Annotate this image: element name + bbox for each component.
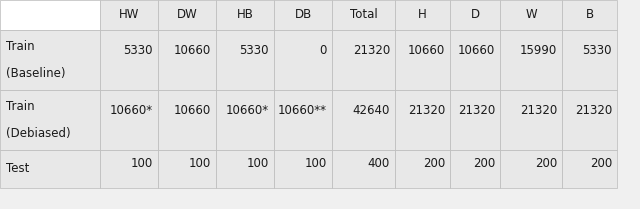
Text: D: D bbox=[470, 9, 479, 22]
Text: HB: HB bbox=[237, 9, 253, 22]
Text: 200: 200 bbox=[535, 157, 557, 170]
Text: HW: HW bbox=[119, 9, 139, 22]
Text: 100: 100 bbox=[247, 157, 269, 170]
Bar bbox=[100, 150, 158, 188]
Bar bbox=[158, 150, 216, 188]
Text: 200: 200 bbox=[589, 157, 612, 170]
Text: 400: 400 bbox=[368, 157, 390, 170]
Bar bbox=[274, 30, 332, 90]
Bar bbox=[500, 30, 562, 90]
Text: (Debiased): (Debiased) bbox=[6, 127, 70, 140]
Bar bbox=[0, 90, 100, 150]
Bar bbox=[450, 0, 500, 30]
Bar bbox=[500, 90, 562, 150]
Text: 10660*: 10660* bbox=[110, 104, 153, 117]
Text: 0: 0 bbox=[319, 45, 327, 57]
Text: Train: Train bbox=[6, 100, 35, 113]
Text: 200: 200 bbox=[423, 157, 445, 170]
Text: 10660: 10660 bbox=[458, 45, 495, 57]
Text: Total: Total bbox=[349, 9, 378, 22]
Text: 100: 100 bbox=[131, 157, 153, 170]
Bar bbox=[562, 90, 617, 150]
Bar bbox=[332, 30, 395, 90]
Text: 10660: 10660 bbox=[173, 104, 211, 117]
Text: 200: 200 bbox=[473, 157, 495, 170]
Bar bbox=[562, 150, 617, 188]
Bar bbox=[100, 30, 158, 90]
Text: 42640: 42640 bbox=[353, 104, 390, 117]
Bar bbox=[395, 0, 450, 30]
Text: 21320: 21320 bbox=[575, 104, 612, 117]
Bar bbox=[562, 0, 617, 30]
Bar bbox=[450, 150, 500, 188]
Bar bbox=[395, 150, 450, 188]
Text: 10660**: 10660** bbox=[278, 104, 327, 117]
Bar bbox=[0, 30, 100, 90]
Text: 5330: 5330 bbox=[582, 45, 612, 57]
Bar bbox=[395, 90, 450, 150]
Text: 21320: 21320 bbox=[458, 104, 495, 117]
Text: H: H bbox=[418, 9, 427, 22]
Text: 100: 100 bbox=[305, 157, 327, 170]
Bar bbox=[274, 150, 332, 188]
Bar bbox=[562, 30, 617, 90]
Text: 5330: 5330 bbox=[239, 45, 269, 57]
Text: 21320: 21320 bbox=[353, 45, 390, 57]
Text: B: B bbox=[586, 9, 593, 22]
Bar bbox=[158, 0, 216, 30]
Bar bbox=[100, 90, 158, 150]
Bar bbox=[450, 30, 500, 90]
Bar bbox=[216, 0, 274, 30]
Bar bbox=[0, 150, 100, 188]
Text: Train: Train bbox=[6, 40, 35, 53]
Bar bbox=[216, 30, 274, 90]
Text: 15990: 15990 bbox=[520, 45, 557, 57]
Bar bbox=[158, 30, 216, 90]
Bar bbox=[450, 90, 500, 150]
Bar bbox=[216, 90, 274, 150]
Text: DB: DB bbox=[294, 9, 312, 22]
Text: 5330: 5330 bbox=[124, 45, 153, 57]
Text: DW: DW bbox=[177, 9, 197, 22]
Text: 10660*: 10660* bbox=[226, 104, 269, 117]
Bar bbox=[100, 0, 158, 30]
Bar bbox=[0, 0, 100, 30]
Bar bbox=[158, 90, 216, 150]
Bar bbox=[332, 90, 395, 150]
Bar bbox=[274, 0, 332, 30]
Text: 21320: 21320 bbox=[520, 104, 557, 117]
Bar bbox=[332, 0, 395, 30]
Text: (Baseline): (Baseline) bbox=[6, 67, 65, 80]
Bar bbox=[500, 0, 562, 30]
Text: W: W bbox=[525, 9, 537, 22]
Bar bbox=[395, 30, 450, 90]
Text: 100: 100 bbox=[189, 157, 211, 170]
Bar bbox=[500, 150, 562, 188]
Text: Test: Test bbox=[6, 163, 29, 176]
Bar bbox=[216, 150, 274, 188]
Text: 10660: 10660 bbox=[173, 45, 211, 57]
Text: 10660: 10660 bbox=[408, 45, 445, 57]
Text: 21320: 21320 bbox=[408, 104, 445, 117]
Bar bbox=[274, 90, 332, 150]
Bar bbox=[332, 150, 395, 188]
